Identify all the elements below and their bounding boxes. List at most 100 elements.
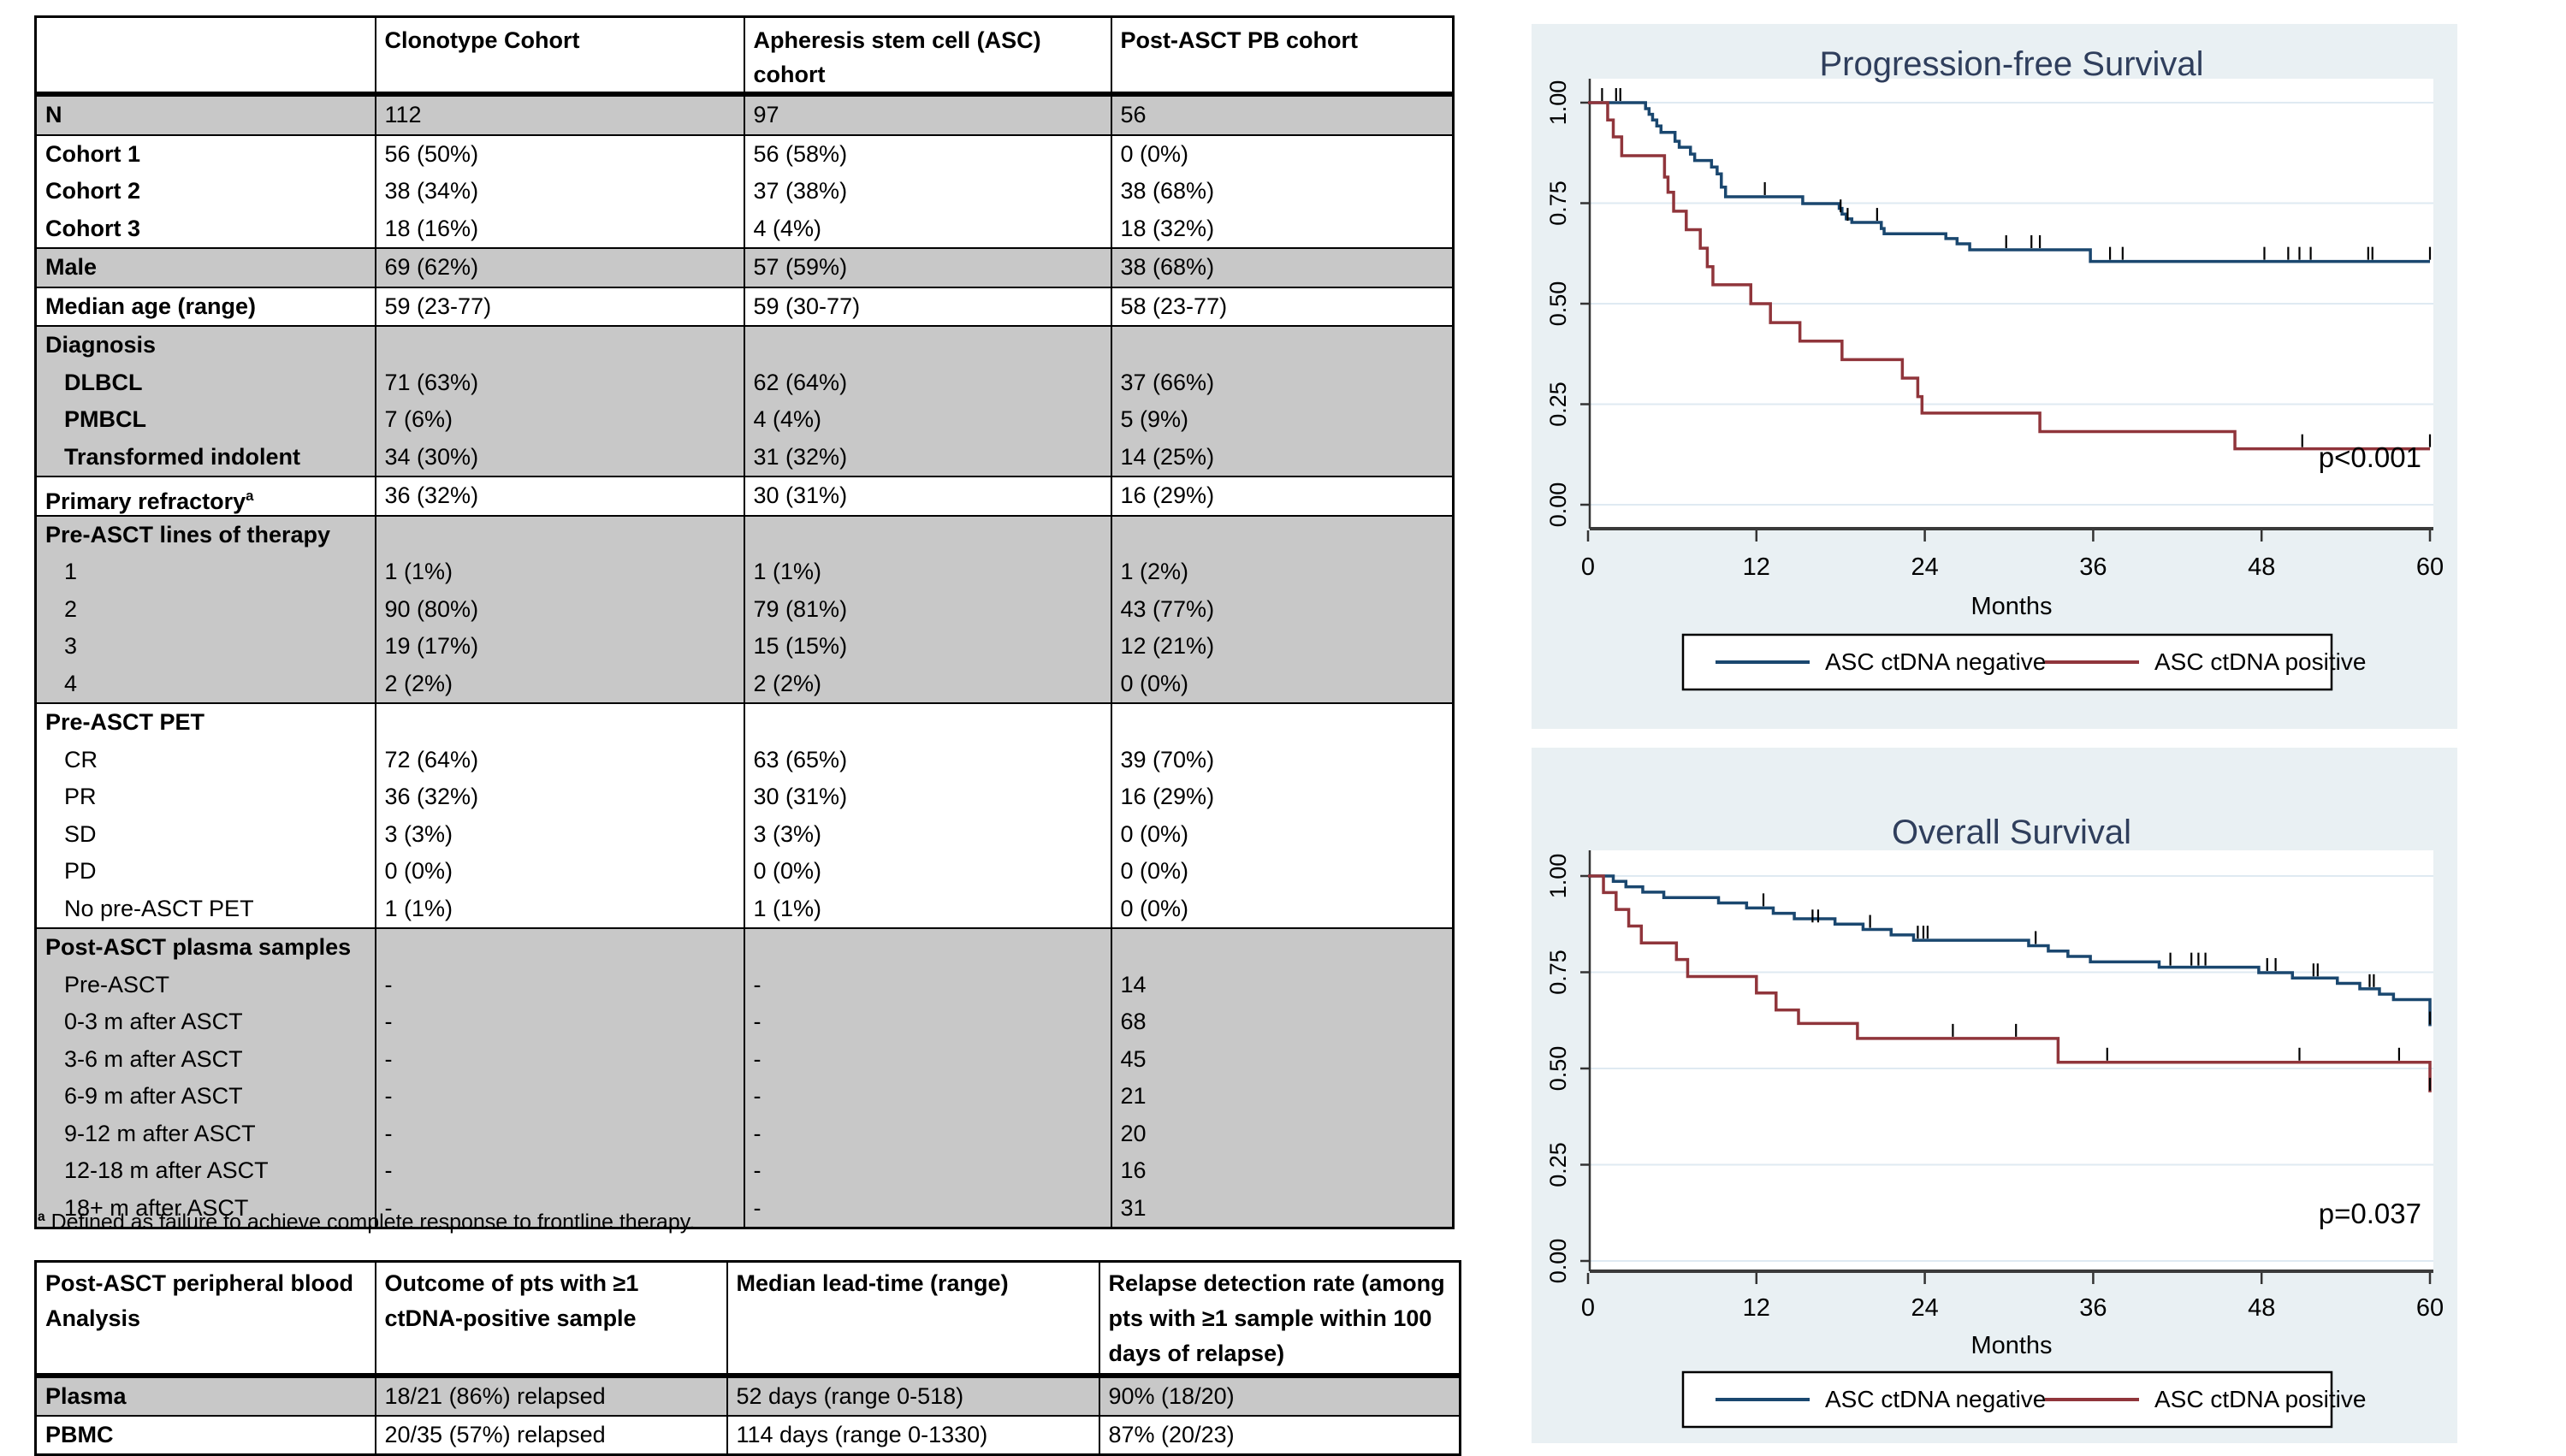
cell-value: 0 (0%) [1120,895,1189,921]
cell-value: 1 (2%) [1120,559,1189,584]
table-footnote: a Defined as failure to achieve complete… [38,1210,695,1234]
cell-value: - [384,1120,393,1146]
table-row: PBMC 20/35 (57%) relapsed 114 days (range … [34,1415,1461,1456]
column-header: Outcome of pts with ≥1 ctDNA-positive sa… [374,1260,728,1378]
table-row: Median age (range) 59 (23-77) 59 (30-77) 58… [34,286,1455,327]
cell-value: 114 days (range 0-1330) [726,1415,1100,1456]
cell-value [376,517,744,554]
row-label-text: 0-3 m after ASCT [64,1009,243,1034]
value-cell: - - - - - - - [374,927,745,1229]
x-axis-title: Months [1970,1332,2052,1359]
x-axis-label: 0 [1581,1294,1595,1322]
cell-value: 56 (58%) [753,140,848,167]
cell-value: 14 [1120,971,1147,997]
cell-value: 5 (9%) [1120,406,1189,432]
cell-value [1112,327,1453,364]
value-cell: 63 (65%) 30 (31%) 3 (3%) 0 (0%) 1 (1%) [743,702,1112,929]
cell-value: - [384,971,393,997]
x-axis-label: 48 [2248,1294,2275,1322]
row-label: Cohort 3 [37,210,375,248]
value-cell: 16 (29%) [1110,476,1455,517]
cell-value: 14 (25%) [1120,443,1215,470]
cell-value: - [384,1083,393,1109]
value-cell: 0 (0%) 38 (68%) 18 (32%) [1110,133,1455,249]
cell-value [745,929,1111,967]
row-label: 6-9 m after ASCT [37,1078,375,1116]
cell-value: 30 (31%) [753,784,848,809]
row-label: PD [37,853,375,891]
row-label-cell: Male [34,247,376,288]
cell-value: 56 (50%) [384,140,479,167]
y-axis-label: 0.75 [1545,181,1571,226]
cell-value: 30 (31%) [753,482,848,508]
value-cell: 59 (23-77) [374,286,745,327]
cell-value: - [384,1009,393,1034]
column-header: Relapse detection rate (among pts with ≥… [1098,1260,1461,1378]
row-label: Primary refractorya [37,477,375,515]
row-label: Post-ASCT plasma samples [37,929,375,967]
row-label-text: 6-9 m after ASCT [64,1083,243,1109]
row-label-text: Median age (range) [45,293,257,319]
y-axis-label: 0.00 [1545,1239,1571,1284]
cell-value: 4 (4%) [753,215,822,241]
table-row: Plasma 18/21 (86%) relapsed 52 days (range… [34,1375,1461,1417]
cell-value: 62 (64%) [753,369,848,395]
cell-value: 18 (32%) [1120,215,1215,241]
cell-value: 7 (6%) [384,406,453,432]
value-cell: 57 (59%) [743,247,1112,288]
x-axis-label: 36 [2079,553,2107,581]
table-header-row: Post-ASCT peripheral blood Analysis Outco… [34,1260,1461,1378]
row-label-text: N [45,102,62,127]
cell-value: 97 [753,102,779,127]
cell-value: 16 [1120,1157,1147,1183]
cell-value [745,704,1111,742]
table-row: Pre-ASCT lines of therapy 1 2 3 4 1 (1%) 90 (8… [34,514,1455,704]
row-label: 0-3 m after ASCT [37,1003,375,1041]
os-chart: 0.00 0.25 0.50 0.75 1.00 0 12 24 36 48 60 Months Ove… [1532,748,2457,1443]
cell-value: - [753,1157,762,1183]
cell-value: 1 (1%) [753,895,822,921]
column-header: Apheresis stem cell (ASC) cohort [743,15,1112,97]
cell-value: 0 (0%) [384,858,453,884]
column-header [34,15,376,97]
table-row: Post-ASCT plasma samples Pre-ASCT 0-3 m af… [34,927,1455,1229]
x-axis-title: Months [1970,593,2052,620]
cell-value: 2 (2%) [384,670,453,696]
y-axis-label: 0.50 [1545,1046,1571,1092]
cohort-characteristics-table: Clonotype Cohort Apheresis stem cell (ASC… [34,15,1455,1229]
cell-value: 37 (66%) [1120,369,1215,395]
row-label: Male [37,249,375,287]
cell-value: - [753,1194,762,1221]
row-label-text: Cohort 1 [45,140,140,167]
row-label-text: 18+ m after ASCT [64,1194,249,1221]
value-cell: 71 (63%) 7 (6%) 34 (30%) [374,325,745,477]
row-label-text: CR [64,746,98,772]
cell-value: 18/21 (86%) relapsed [374,1375,728,1417]
value-cell: 59 (30-77) [743,286,1112,327]
value-cell: 112 [374,93,745,136]
value-cell: 38 (68%) [1110,247,1455,288]
x-axis-label: 60 [2416,553,2444,581]
cell-value: 57 (59%) [753,254,848,280]
cell-value: 59 (30-77) [753,293,861,319]
table-row: N 112 97 56 [34,93,1455,136]
cell-value: 20/35 (57%) relapsed [374,1415,728,1456]
survival-curve-positive [1588,101,2430,451]
row-label-cell: Primary refractorya [34,476,376,517]
y-axis-label: 0.25 [1545,382,1571,427]
cell-value: 52 days (range 0-518) [726,1375,1100,1417]
footnote-text: Defined as failure to achieve complete r… [44,1210,696,1234]
cell-value: - [384,1157,393,1183]
cell-value: 58 (23-77) [1120,293,1228,319]
cell-value: 15 (15%) [753,633,848,659]
value-cell: 37 (66%) 5 (9%) 14 (25%) [1110,325,1455,477]
cell-value: 18 (16%) [384,215,479,241]
row-label: Pre-ASCT PET [37,704,375,742]
cell-value: 0 (0%) [1120,858,1189,884]
row-label-text: Primary refractory [45,488,246,514]
survival-curve-negative [1588,874,2432,1027]
cell-value: 21 [1120,1083,1147,1109]
survival-curve-negative [1588,101,2430,263]
cell-value: 43 (77%) [1120,595,1215,622]
cell-value: 16 (29%) [1120,784,1215,809]
